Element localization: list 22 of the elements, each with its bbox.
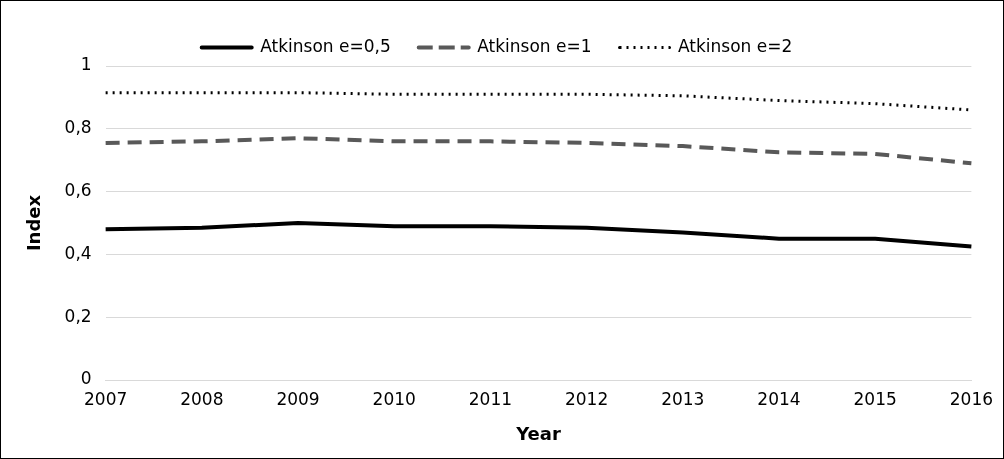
legend-label: Atkinson e=1 <box>477 35 592 56</box>
x-tick-label: 2011 <box>468 388 513 409</box>
y-tick-label: 0,6 <box>64 180 92 201</box>
x-tick-label: 2014 <box>757 388 801 409</box>
y-tick-label: 0,2 <box>64 305 92 326</box>
x-tick-label: 2013 <box>661 388 705 409</box>
x-tick-label: 2010 <box>372 388 416 409</box>
y-tick-label: 0,8 <box>64 117 92 138</box>
legend-label: Atkinson e=2 <box>678 35 793 56</box>
legend-label: Atkinson e=0,5 <box>260 35 391 56</box>
x-tick-label: 2007 <box>84 388 128 409</box>
x-axis-title: Year <box>515 422 561 444</box>
y-tick-label: 0,4 <box>64 242 92 263</box>
x-tick-label: 2009 <box>276 388 320 409</box>
y-tick-label: 1 <box>80 54 92 75</box>
y-axis-title: Index <box>23 194 45 252</box>
x-tick-label: 2015 <box>853 388 897 409</box>
line-series <box>103 136 974 166</box>
x-tick-label: 2008 <box>180 388 224 409</box>
y-tick-label: 0 <box>80 368 92 389</box>
x-tick-label: 2012 <box>564 388 609 409</box>
x-tick-label: 2016 <box>949 388 993 409</box>
